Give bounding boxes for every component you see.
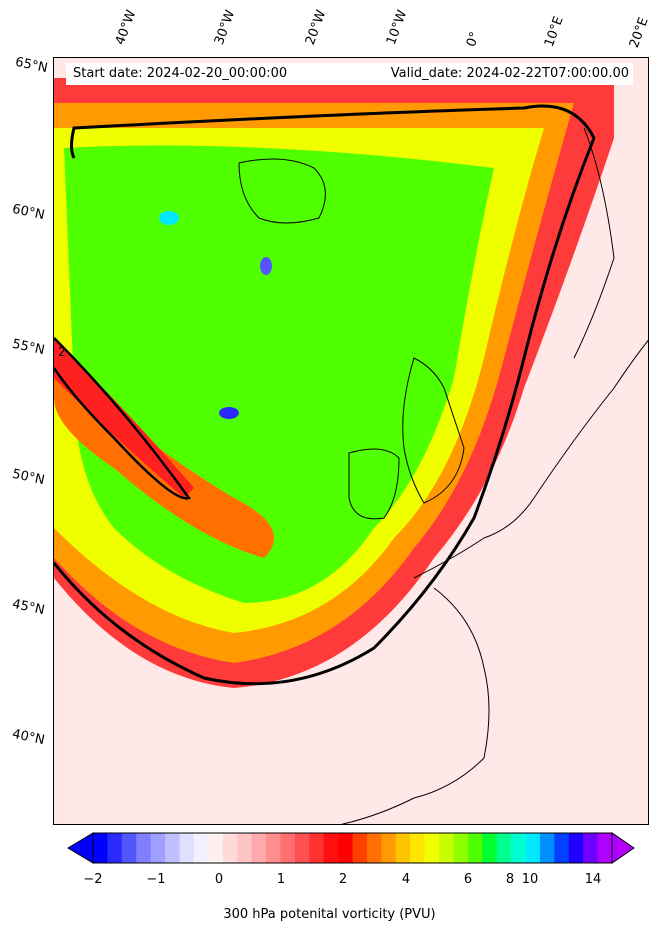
colorbar-swatch — [583, 833, 599, 863]
colorbar-tick: 6 — [463, 872, 473, 887]
lon-label-0: 0° — [463, 29, 484, 49]
colorbar-tick: 4 — [401, 872, 411, 887]
lat-label-65n: 65°N — [13, 54, 49, 77]
coastline-ireland — [348, 448, 400, 520]
colorbar-swatch — [136, 833, 152, 863]
coastline-iceland — [238, 158, 326, 224]
pv-blue-spot — [260, 257, 272, 275]
colorbar-tick: 10 — [521, 872, 539, 887]
pv-cyan-spot — [159, 211, 179, 225]
colorbar-tick: −2 — [83, 872, 103, 887]
pv-contour-2 — [54, 104, 596, 686]
colorbar-swatch — [410, 833, 426, 863]
lat-label-50n: 50°N — [10, 466, 46, 489]
colorbar-tick: 8 — [505, 872, 515, 887]
colorbar-swatch — [338, 833, 353, 863]
colorbar-swatch — [179, 833, 195, 863]
colorbar-swatch — [439, 833, 454, 863]
lat-label-40n: 40°N — [10, 726, 46, 749]
colorbar-tick: −1 — [146, 872, 166, 887]
colorbar-swatch — [597, 833, 613, 863]
lon-label-10w: 10°W — [383, 8, 411, 47]
colorbar-label: 300 hPa potenital vorticity (PVU) — [223, 907, 436, 922]
colorbar-swatch — [381, 833, 397, 863]
colorbar-swatch — [280, 833, 296, 863]
valid-date: Valid_date: 2024-02-22T07:00:00.00 — [390, 66, 629, 81]
colorbar-swatch — [294, 833, 310, 863]
contour-label: 2 — [58, 345, 66, 359]
colorbar-swatch — [424, 833, 440, 863]
colorbar-swatch — [93, 833, 108, 863]
lon-label-20w: 20°W — [302, 8, 330, 47]
colorbar-swatch — [511, 833, 526, 863]
pv-blue-spot — [219, 407, 239, 419]
info-bar: Start date: 2024-02-20_00:00:00 Valid_da… — [66, 63, 633, 85]
lon-label-10e: 10°E — [541, 14, 567, 50]
colorbar-swatch — [323, 833, 339, 863]
colorbar-swatch — [352, 833, 368, 863]
coastline-britain — [402, 357, 465, 504]
pv-field-map: 2 — [54, 58, 648, 824]
colorbar-swatch — [165, 833, 180, 863]
colorbar-frame — [92, 832, 613, 864]
lat-label-60n: 60°N — [10, 201, 46, 224]
lat-label-55n: 55°N — [10, 336, 46, 359]
lon-label-30w: 30°W — [211, 8, 239, 47]
colorbar-swatch — [554, 833, 570, 863]
lat-label-45n: 45°N — [10, 596, 46, 619]
colorbar-tick: 14 — [584, 872, 602, 887]
colorbar-swatch — [366, 833, 382, 863]
colorbar-tick: 0 — [214, 872, 224, 887]
start-date: Start date: 2024-02-20_00:00:00 — [73, 66, 288, 81]
colorbar-swatch — [193, 833, 209, 863]
colorbar-swatch — [121, 833, 137, 863]
lon-label-40w: 40°W — [112, 8, 140, 47]
colorbar — [67, 832, 635, 864]
colorbar-swatch — [222, 833, 238, 863]
colorbar-swatch — [496, 833, 512, 863]
colorbar-swatch — [568, 833, 584, 863]
colorbar-extend-min — [67, 832, 94, 864]
colorbar-tick: 2 — [338, 872, 348, 887]
colorbar-swatch — [539, 833, 555, 863]
colorbar-swatch — [237, 833, 253, 863]
lon-label-20e: 20°E — [626, 15, 652, 51]
colorbar-swatch — [251, 833, 267, 863]
colorbar-swatch — [150, 833, 166, 863]
colorbar-extend-max — [611, 832, 635, 864]
colorbar-swatch — [208, 833, 224, 863]
colorbar-swatch — [107, 833, 123, 863]
map-panel: 2 — [53, 57, 649, 825]
colorbar-swatch — [453, 833, 469, 863]
colorbar-swatch — [482, 833, 498, 863]
colorbar-swatch — [266, 833, 281, 863]
coastline-europe — [340, 127, 648, 824]
colorbar-swatch — [467, 833, 483, 863]
pv-contour-2 — [54, 337, 192, 500]
colorbar-swatch — [525, 833, 541, 863]
colorbar-tick: 1 — [276, 872, 286, 887]
colorbar-swatch — [309, 833, 325, 863]
colorbar-swatch — [395, 833, 411, 863]
